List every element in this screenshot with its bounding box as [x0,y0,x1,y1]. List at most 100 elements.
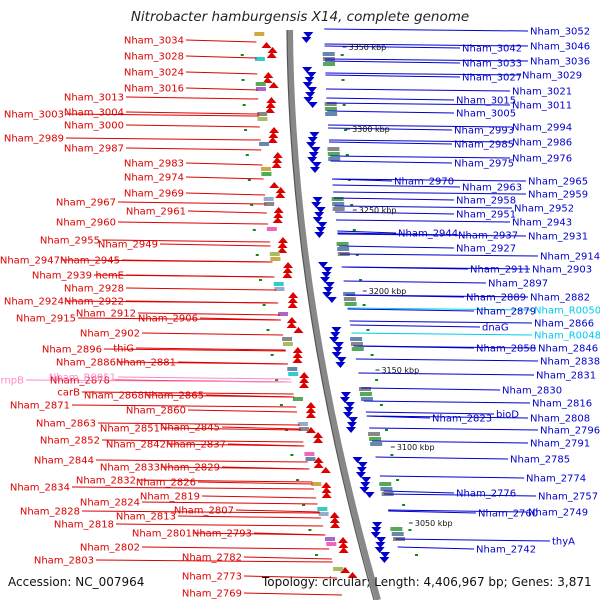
gene-label: Nham_2829 [160,463,220,474]
rna-mark [375,379,379,381]
gene-label: Nham_2819 [140,492,200,503]
gene-label: Nham_2976 [512,154,572,165]
reverse-gene-arrow [282,272,293,278]
cog-block [305,457,316,461]
gene-label: Nham_2808 [530,414,590,425]
forward-gene-arrow [304,77,315,83]
cog-block [337,247,350,251]
label-connector [333,197,455,201]
label-connector [325,74,461,78]
label-connector [125,274,275,278]
label-connector [125,147,262,151]
gene-label: Nham_3027 [462,73,522,84]
gene-label: Nham_R0048 [534,331,600,342]
cog-block [323,62,336,66]
forward-gene-arrow [331,327,342,333]
rna-mark [247,179,251,181]
label-connector [115,523,324,527]
cog-block [297,422,308,426]
gene-label: rnpB [1,376,25,387]
rna-mark [279,404,283,406]
label-connector [327,124,511,128]
gene-label: Nham_2970 [394,177,454,188]
label-connector [324,28,529,32]
kbp-tick-label: 3300 kbp [352,125,390,134]
cog-block [331,197,344,201]
label-connector [341,266,531,270]
rna-mark [255,254,259,256]
reverse-gene-arrow [288,292,299,298]
forward-gene-arrow [331,352,342,358]
cog-block [369,437,382,441]
label-connector [371,440,529,444]
label-connector [77,317,281,321]
gene-label: Nham_2757 [538,492,598,503]
gene-label: Nham_3034 [124,36,184,47]
label-connector [65,137,261,141]
gene-label: Nham_2749 [528,508,588,519]
reverse-gene-arrow [347,572,358,578]
gene-label: Nham_2897 [488,279,548,290]
rna-mark [359,279,363,281]
gene-label: Nham_2882 [530,293,590,304]
forward-gene-arrow [352,457,363,463]
summary-text: Topology: circular; Length: 4,406,967 bp… [262,575,592,589]
label-connector [177,515,322,519]
gene-label: Nham_3016 [124,84,184,95]
rna-mark [308,529,312,531]
label-connector [161,427,301,431]
forward-gene-arrow [361,477,372,483]
reverse-gene-arrow [272,217,283,223]
gene-label: Nham_2886 [56,358,116,369]
label-connector [137,479,313,483]
label-connector [199,317,281,321]
gene-label: Nham_2785 [510,455,570,466]
forward-gene-arrow [303,32,314,38]
forward-gene-arrow [305,92,316,98]
gene-label: Nham_2924 [4,297,64,308]
gene-label: Nham_2927 [456,244,516,255]
label-connector [335,211,455,215]
label-connector [243,556,332,560]
gene-label: Nham_2949 [98,240,158,251]
reverse-gene-arrow [266,52,277,58]
gene-label: Nham_2858 [476,344,536,355]
cog-block [255,87,266,91]
label-connector [95,459,308,463]
label-connector [103,348,286,352]
forward-gene-arrow [306,142,317,148]
gene-label: Nham_2801 [132,529,192,540]
cog-block [273,282,284,286]
forward-gene-arrow [374,547,385,553]
gene-label: hemE [95,271,124,282]
gene-label: Nham_2915 [16,314,76,325]
reverse-gene-arrow [313,437,324,443]
label-connector [205,394,295,398]
gene-label: Nham_2838 [540,357,600,368]
reverse-gene-arrow [266,97,277,103]
cog-block [351,347,364,351]
cog-block [380,487,393,491]
forward-gene-arrow [301,37,312,43]
label-connector [347,308,475,312]
gene-label: Nham_2878 [50,376,110,387]
gene-label: Nham_2845 [160,423,220,434]
gene-label: Nham_2903 [532,265,592,276]
gene-label: Nham_2773 [182,572,242,583]
reverse-gene-arrow [293,327,304,333]
forward-gene-arrow [347,417,358,423]
kbp-ticks: 3350 kbp 3300 kbp 3250 kbp 3200 kbp 3150 kbp… [342,43,453,528]
cog-block [332,202,345,206]
reverse-gene-arrow [267,47,278,53]
label-connector [343,280,487,284]
gene-label: Nham_2931 [528,232,588,243]
cog-block [304,452,315,456]
gene-label: Nham_2769 [182,589,242,600]
gene-label: Nham_3033 [462,59,522,70]
cog-block [359,392,372,396]
reverse-gene-arrow [273,212,284,218]
rna-mark [370,354,374,356]
forward-gene-arrow [322,292,333,298]
cog-block [325,112,338,116]
label-connector [187,409,298,413]
